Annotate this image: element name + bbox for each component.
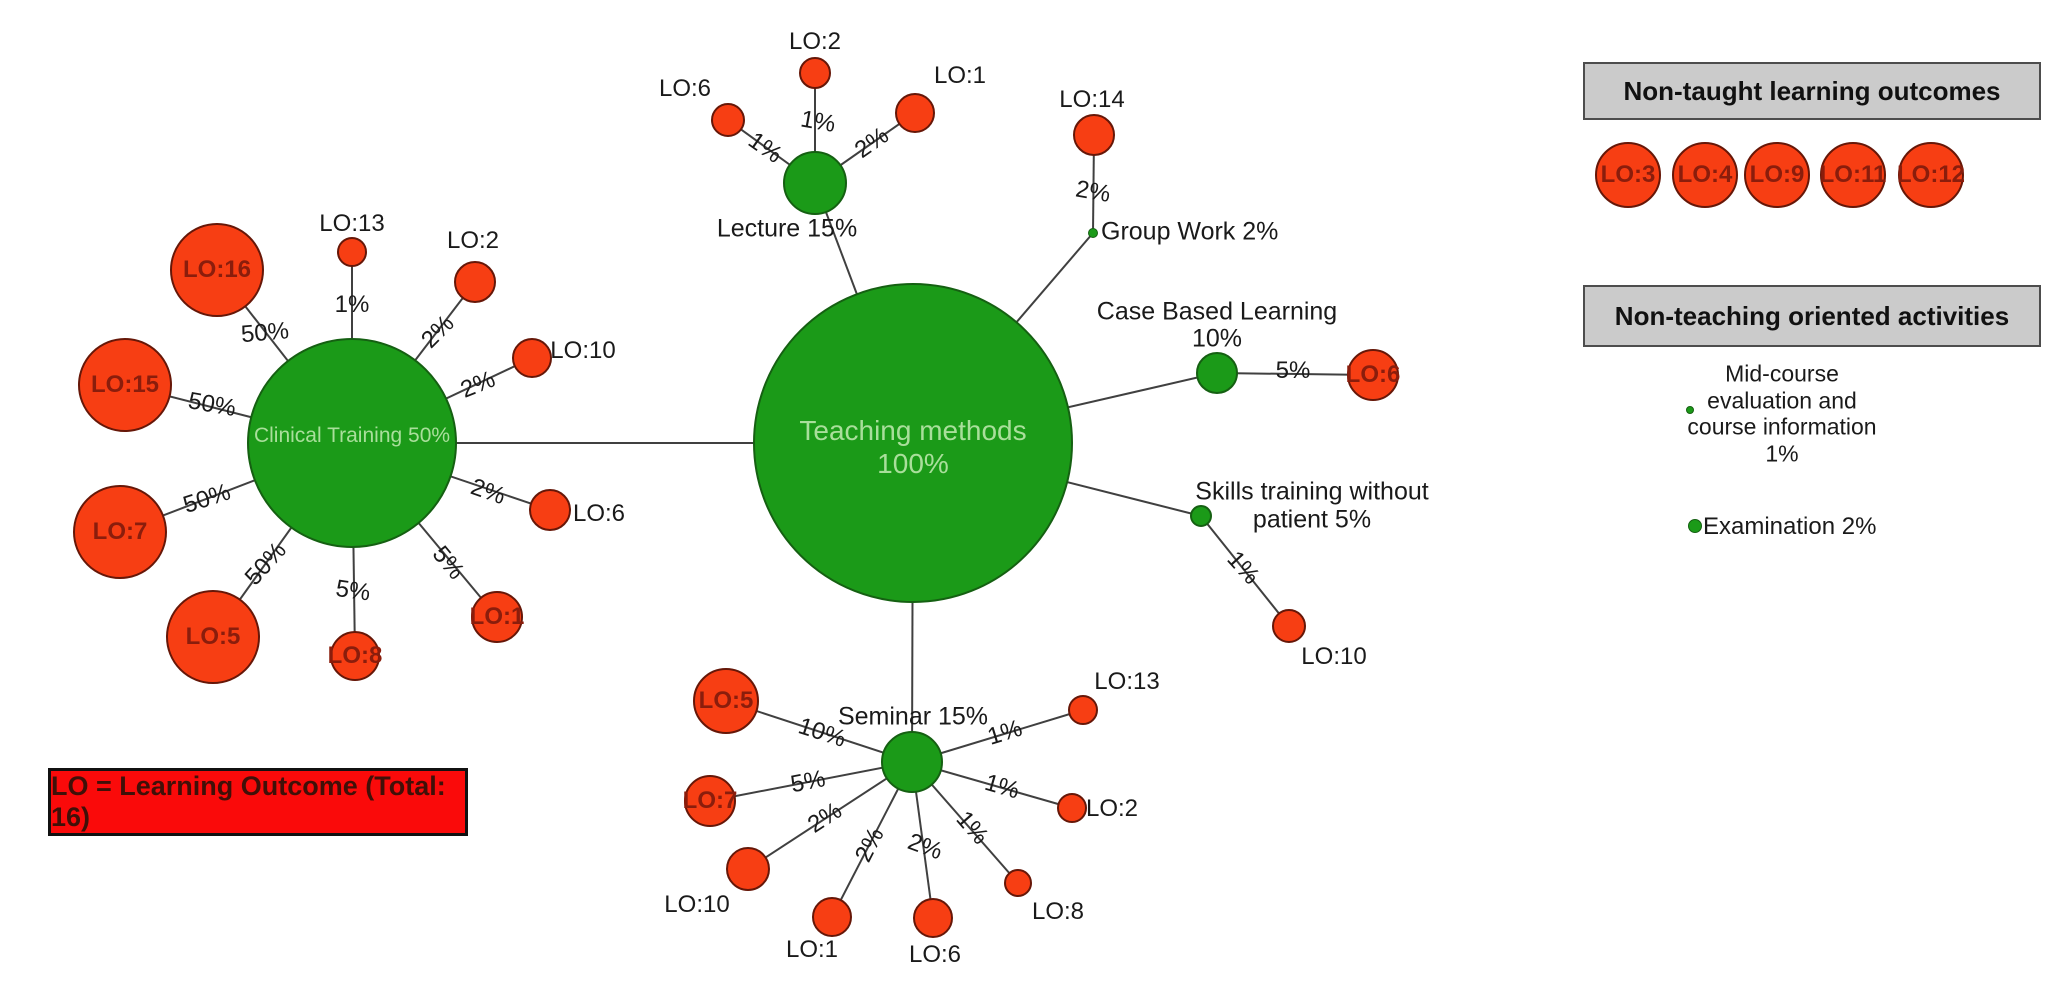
node-leg_lo9-circle bbox=[1744, 142, 1810, 208]
node-label: patient 5% bbox=[1252, 505, 1372, 534]
legend-header-non-taught-label: Non-taught learning outcomes bbox=[1623, 75, 2001, 106]
node-clinical-circle bbox=[247, 338, 457, 548]
node-label: Seminar 15% bbox=[837, 702, 989, 731]
legend-item-label: LO:3 bbox=[1600, 161, 1656, 189]
lo-note-box: LO = Learning Outcome (Total: 16) bbox=[48, 768, 468, 836]
node-label: Teaching methods 100% bbox=[799, 414, 1027, 479]
node-cl_lo6-circle bbox=[529, 489, 571, 531]
edge-label: 2% bbox=[1073, 175, 1113, 209]
lo-circle-label: LO:15 bbox=[90, 371, 160, 399]
node-cl_lo5-circle bbox=[166, 590, 260, 684]
node-cl_lo7-circle bbox=[73, 485, 167, 579]
edge-skills-skills_lo10 bbox=[1200, 515, 1290, 627]
node-sem_lo13-circle bbox=[1068, 695, 1098, 725]
node-lec_lo2-circle bbox=[799, 57, 831, 89]
node-cl_lo10-circle bbox=[512, 338, 552, 378]
node-skills-circle bbox=[1190, 505, 1212, 527]
lo-circle-label: LO:5 bbox=[698, 687, 754, 715]
legend-header-activities: Non-teaching oriented activities bbox=[1583, 285, 2041, 347]
node-label: Clinical Training 50% bbox=[253, 423, 451, 447]
lo-circle-label: LO:7 bbox=[92, 518, 148, 546]
node-sem_lo5-circle bbox=[693, 668, 759, 734]
node-cbl-circle bbox=[1196, 352, 1238, 394]
lo-note-label: LO = Learning Outcome (Total: 16) bbox=[51, 771, 446, 832]
node-label: LO:2 bbox=[788, 28, 842, 56]
node-dot_exam-circle bbox=[1688, 519, 1702, 533]
legend-text: Mid-course evaluation and course informa… bbox=[1687, 360, 1877, 467]
edge-seminar-sem_lo7 bbox=[709, 761, 913, 802]
legend-header-activities-label: Non-teaching oriented activities bbox=[1614, 300, 2010, 331]
node-groupwork-circle bbox=[1088, 228, 1098, 238]
lo-circle-label: LO:16 bbox=[182, 256, 252, 284]
node-cl_lo1-circle bbox=[471, 591, 523, 643]
node-lo14-circle bbox=[1073, 114, 1115, 156]
node-lec_lo6-circle bbox=[711, 103, 745, 137]
node-cbl_lo6-circle bbox=[1347, 349, 1399, 401]
node-label: LO:1 bbox=[933, 62, 987, 90]
node-cl_lo2-circle bbox=[454, 261, 496, 303]
node-leg_lo12-circle bbox=[1898, 142, 1964, 208]
node-label: LO:10 bbox=[1301, 643, 1367, 671]
node-label: LO:10 bbox=[550, 337, 616, 365]
edge-seminar-sem_lo10 bbox=[747, 761, 913, 870]
lo-circle-label: LO:5 bbox=[185, 623, 241, 651]
node-label: LO:14 bbox=[1059, 86, 1125, 114]
legend-text: Examination 2% bbox=[1703, 513, 1877, 541]
edge-label: 5% bbox=[1275, 357, 1311, 385]
node-skills_lo10-circle bbox=[1272, 609, 1306, 643]
legend-header-non-taught: Non-taught learning outcomes bbox=[1583, 62, 2041, 120]
node-label: Lecture 15% bbox=[716, 214, 858, 243]
lo-circle-label: LO:6 bbox=[1345, 361, 1401, 389]
node-cl_lo16-circle bbox=[170, 223, 264, 317]
lo-circle-label: LO:1 bbox=[469, 603, 525, 631]
node-label: LO:13 bbox=[1094, 668, 1160, 696]
legend-item-label: LO:11 bbox=[1819, 161, 1887, 189]
legend-item-label: LO:12 bbox=[1896, 161, 1966, 189]
lo-circle-label: LO:8 bbox=[327, 642, 383, 670]
node-label: Case Based Learning bbox=[1096, 297, 1338, 326]
node-label: Skills training without bbox=[1195, 477, 1429, 506]
node-label: LO:1 bbox=[785, 936, 839, 964]
edge-label: 1% bbox=[798, 105, 838, 139]
edge-label: 5% bbox=[333, 574, 373, 607]
lo-circle-label: LO:7 bbox=[682, 787, 738, 815]
node-leg_lo3-circle bbox=[1595, 142, 1661, 208]
node-sem_lo10-circle bbox=[726, 847, 770, 891]
node-label: Group Work 2% bbox=[1101, 217, 1279, 246]
node-label: LO:6 bbox=[908, 941, 962, 969]
node-sem_lo2-circle bbox=[1057, 793, 1087, 823]
node-sem_lo1-circle bbox=[812, 897, 852, 937]
node-label: LO:6 bbox=[572, 500, 626, 528]
node-label: 10% bbox=[1191, 324, 1243, 353]
node-cl_lo13-circle bbox=[337, 237, 367, 267]
node-label: LO:6 bbox=[658, 75, 712, 103]
node-sem_lo8-circle bbox=[1004, 869, 1032, 897]
edge-label: 50% bbox=[239, 317, 291, 349]
node-label: LO:10 bbox=[664, 891, 730, 919]
legend-item-label: LO:9 bbox=[1749, 161, 1805, 189]
node-sem_lo6-circle bbox=[913, 898, 953, 938]
node-label: LO:2 bbox=[446, 227, 500, 255]
node-lec_lo1-circle bbox=[895, 93, 935, 133]
node-label: LO:8 bbox=[1031, 898, 1085, 926]
node-label: LO:13 bbox=[319, 210, 385, 238]
legend-item-label: LO:4 bbox=[1677, 161, 1733, 189]
node-lecture-circle bbox=[783, 151, 847, 215]
node-sem_lo7-circle bbox=[684, 775, 736, 827]
node-cl_lo8-circle bbox=[330, 631, 380, 681]
edge-label: 1% bbox=[334, 291, 370, 319]
node-tm-circle bbox=[753, 283, 1073, 603]
node-label: LO:2 bbox=[1085, 795, 1139, 823]
node-cl_lo15-circle bbox=[78, 338, 172, 432]
node-seminar-circle bbox=[881, 731, 943, 793]
node-leg_lo4-circle bbox=[1672, 142, 1738, 208]
node-dot_mid-circle bbox=[1686, 406, 1694, 414]
node-leg_lo11-circle bbox=[1820, 142, 1886, 208]
